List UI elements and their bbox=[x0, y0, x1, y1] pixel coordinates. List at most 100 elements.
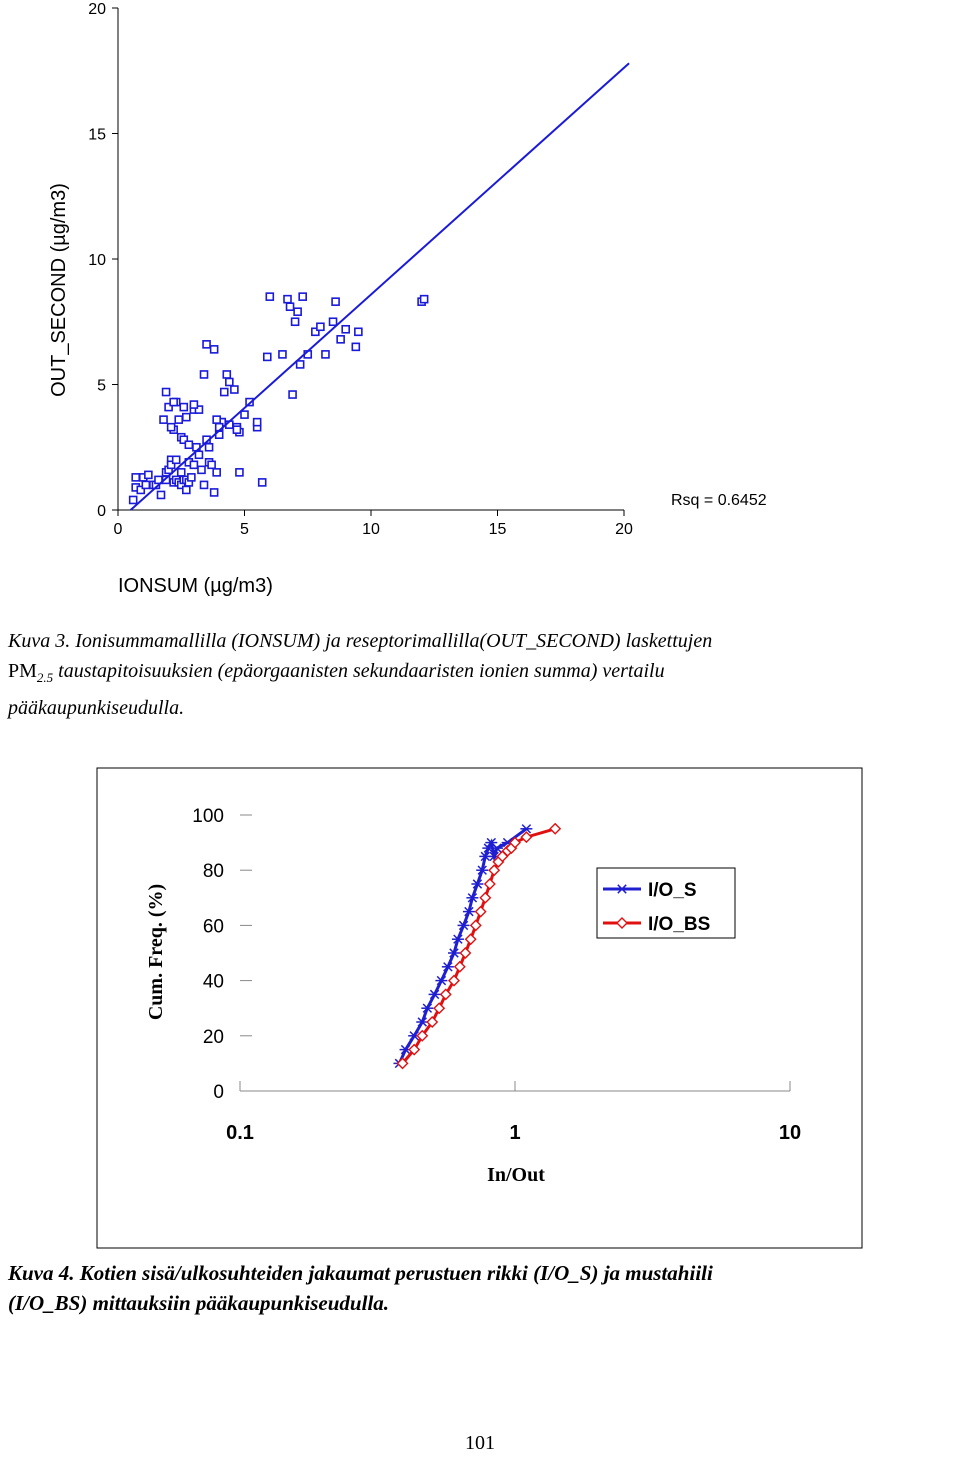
scatter-point bbox=[179, 435, 189, 445]
scatter-point bbox=[128, 495, 138, 505]
marker-stroke bbox=[429, 989, 440, 1000]
scatter-point bbox=[182, 412, 191, 422]
marker-stroke bbox=[449, 948, 459, 958]
scatter-point bbox=[189, 460, 199, 470]
series-line-i-o-bs bbox=[401, 827, 556, 1065]
asterisk-marker bbox=[451, 934, 464, 944]
scatter-point bbox=[295, 360, 305, 369]
x-tick-label: 10 bbox=[362, 521, 380, 538]
y-tick-label: 20 bbox=[88, 1, 106, 18]
marker-stroke bbox=[489, 851, 499, 862]
asterisk-marker bbox=[476, 865, 489, 875]
x-axis-title: IONSUM (µg/m3) bbox=[118, 575, 273, 597]
caption3-line3: pääkaupunkiseudulla. bbox=[8, 697, 185, 719]
diamond-marker bbox=[416, 1029, 429, 1042]
scatter-point bbox=[316, 322, 325, 332]
diamond-marker bbox=[439, 988, 452, 1001]
marker-stroke bbox=[617, 884, 627, 894]
scatter-point bbox=[265, 292, 275, 301]
x-tick-label: 0 bbox=[114, 521, 123, 538]
scatter-point bbox=[207, 460, 216, 470]
scatter-point bbox=[240, 410, 249, 419]
asterisk-marker bbox=[457, 920, 470, 931]
asterisk-marker bbox=[471, 879, 484, 889]
asterisk-marker bbox=[466, 893, 479, 903]
scatter-point bbox=[174, 415, 184, 424]
y-tick-label: 15 bbox=[88, 127, 106, 144]
marker-stroke bbox=[521, 824, 532, 834]
y-tick-label: 0 bbox=[97, 503, 106, 520]
scatter-point bbox=[285, 302, 295, 311]
asterisk-marker bbox=[490, 843, 503, 853]
scatter-point bbox=[311, 327, 320, 337]
marker-stroke bbox=[453, 934, 463, 944]
y-axis-title: OUT_SECOND (µg/m3) bbox=[48, 183, 70, 397]
x-tick-label: 0.1 bbox=[226, 1122, 254, 1144]
regression-line bbox=[129, 62, 630, 511]
scatter-point bbox=[189, 400, 199, 409]
scatter-point bbox=[194, 450, 204, 460]
y-tick-label: 60 bbox=[203, 916, 224, 937]
asterisk-marker bbox=[428, 989, 441, 1000]
scatter-point bbox=[199, 370, 209, 379]
scatter-point bbox=[257, 478, 267, 487]
series-line-i-o-s bbox=[398, 827, 528, 1065]
diamond-marker bbox=[459, 947, 472, 959]
scatter-point bbox=[159, 415, 168, 424]
marker-stroke bbox=[492, 843, 502, 853]
scatter-point bbox=[212, 415, 221, 424]
y-tick-label: 40 bbox=[203, 972, 224, 993]
diamond-marker bbox=[396, 1057, 409, 1070]
scatter-point bbox=[164, 402, 173, 412]
caption4-line2: (I/O_BS) mittauksiin pääkaupunkiseudulla… bbox=[8, 1291, 390, 1315]
scatter-point bbox=[222, 370, 232, 379]
scatter-point bbox=[354, 327, 363, 337]
scatter-point bbox=[331, 297, 340, 306]
x-tick-label: 10 bbox=[779, 1122, 801, 1144]
y-axis-title: Cum. Freq. (%) bbox=[145, 884, 167, 1020]
marker-stroke bbox=[417, 1017, 427, 1027]
scatter-point bbox=[232, 425, 242, 434]
diamond-marker bbox=[448, 974, 460, 987]
asterisk-marker bbox=[447, 948, 460, 958]
marker-stroke bbox=[464, 906, 474, 917]
diamond-marker bbox=[520, 831, 533, 844]
legend-label: I/O_BS bbox=[648, 914, 710, 935]
scatter-point bbox=[209, 488, 219, 497]
marker-stroke bbox=[467, 893, 478, 903]
y-tick-label: 0 bbox=[213, 1082, 224, 1103]
scatter-point bbox=[194, 405, 204, 414]
scatter-point bbox=[328, 317, 338, 327]
marker-stroke bbox=[472, 879, 483, 889]
diamond-marker bbox=[464, 933, 477, 946]
marker-stroke bbox=[436, 975, 447, 986]
x-tick-label: 5 bbox=[240, 521, 249, 538]
diamond-marker bbox=[509, 836, 521, 849]
x-axis-title: In/Out bbox=[487, 1164, 545, 1186]
scatter-point bbox=[298, 292, 307, 301]
scatter-point bbox=[278, 350, 287, 359]
scatter-point bbox=[235, 468, 244, 477]
scatter-point bbox=[156, 490, 166, 500]
asterisk-marker bbox=[462, 906, 475, 917]
y-tick-label: 20 bbox=[203, 1027, 224, 1048]
scatter-point bbox=[293, 307, 302, 317]
marker-stroke bbox=[477, 865, 487, 875]
marker-stroke bbox=[458, 920, 469, 931]
scatter-point bbox=[209, 345, 219, 354]
x-tick-label: 1 bbox=[509, 1122, 520, 1144]
scatter-point bbox=[419, 294, 429, 304]
scatter-point bbox=[141, 480, 151, 490]
marker-stroke bbox=[422, 1003, 433, 1013]
scatter-point bbox=[202, 340, 211, 349]
diamond-marker bbox=[474, 905, 487, 918]
diamond-marker bbox=[549, 822, 562, 835]
y-tick-label: 5 bbox=[97, 378, 106, 395]
diamond-marker bbox=[408, 1043, 421, 1056]
scatter-point bbox=[288, 390, 297, 399]
diamond-marker bbox=[616, 917, 628, 929]
page-number: 101 bbox=[465, 1432, 495, 1454]
diamond-marker bbox=[479, 891, 492, 904]
asterisk-marker bbox=[435, 975, 448, 986]
diamond-marker bbox=[426, 1016, 439, 1028]
